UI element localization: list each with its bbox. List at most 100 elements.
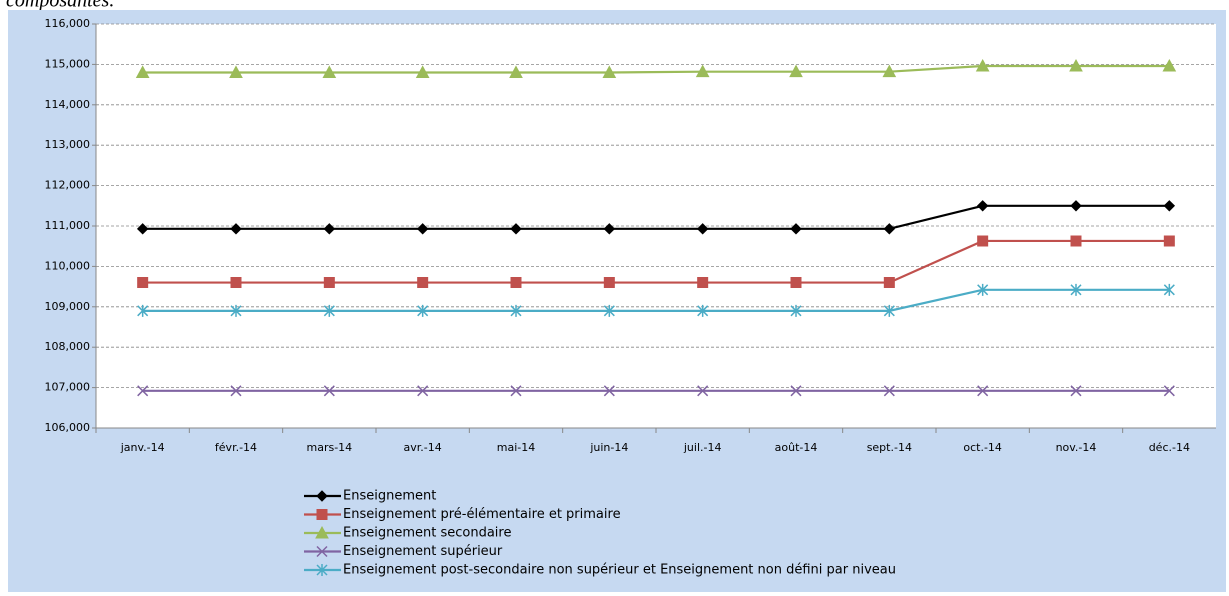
y-tick-label: 112,000 <box>45 179 91 192</box>
marker <box>136 223 149 235</box>
marker <box>696 223 709 235</box>
x-tick-label: juin-14 <box>589 441 628 454</box>
marker <box>323 304 335 317</box>
marker <box>316 564 328 576</box>
marker <box>316 545 328 558</box>
marker <box>695 64 710 78</box>
marker <box>415 65 430 78</box>
legend-label: Enseignement secondaire <box>343 526 511 541</box>
marker <box>602 65 617 78</box>
marker <box>1070 235 1082 247</box>
marker <box>603 277 615 289</box>
marker <box>790 385 802 397</box>
marker <box>790 277 802 289</box>
marker <box>977 283 989 296</box>
marker <box>417 385 429 397</box>
marker <box>510 223 522 235</box>
marker <box>603 223 616 235</box>
y-tick-label: 110,000 <box>45 259 91 272</box>
x-tick-label: mars-14 <box>306 441 352 454</box>
marker <box>416 223 429 235</box>
x-tick-label: oct.-14 <box>963 441 1002 454</box>
marker <box>417 277 429 289</box>
marker <box>509 65 523 78</box>
marker <box>323 277 335 289</box>
y-tick-label: 108,000 <box>45 340 91 353</box>
marker <box>1070 200 1082 212</box>
marker <box>137 277 149 289</box>
marker <box>510 304 522 317</box>
marker <box>316 490 328 502</box>
x-tick-label: sept.-14 <box>867 441 912 454</box>
series-line <box>142 239 1170 284</box>
marker <box>417 304 429 317</box>
legend-label: Enseignement pré-élémentaire et primaire <box>343 507 621 522</box>
y-tick-label: 109,000 <box>45 300 91 313</box>
marker <box>135 65 150 78</box>
marker <box>977 385 989 397</box>
marker <box>137 385 149 397</box>
marker <box>1162 58 1177 72</box>
marker <box>316 509 328 520</box>
y-tick-label: 111,000 <box>45 219 91 232</box>
y-tick-label: 116,000 <box>45 17 91 30</box>
marker <box>1070 283 1082 296</box>
y-tick-label: 114,000 <box>45 98 91 111</box>
marker <box>603 304 615 317</box>
marker <box>697 385 709 397</box>
x-tick-label: févr.-14 <box>215 441 257 454</box>
marker <box>883 385 895 397</box>
marker <box>789 64 803 78</box>
marker <box>603 385 615 397</box>
marker <box>230 223 242 235</box>
marker <box>315 525 329 539</box>
marker <box>323 223 336 235</box>
marker <box>510 277 522 289</box>
marker <box>229 65 243 78</box>
marker <box>1163 283 1175 296</box>
x-tick-label: mai-14 <box>497 441 535 454</box>
marker <box>230 277 242 289</box>
marker <box>975 58 990 72</box>
marker <box>230 385 242 397</box>
marker <box>697 277 709 289</box>
marker <box>322 65 337 78</box>
marker <box>883 304 895 317</box>
marker <box>137 304 149 317</box>
marker <box>323 385 335 397</box>
marker <box>1163 235 1175 247</box>
y-tick-label: 113,000 <box>45 138 91 151</box>
y-tick-label: 106,000 <box>45 421 91 434</box>
legend-label: Enseignement supérieur <box>343 544 503 559</box>
caption: composantes. <box>6 0 114 12</box>
x-tick-label: août-14 <box>775 441 818 454</box>
marker <box>230 304 242 317</box>
y-tick-label: 107,000 <box>45 381 91 394</box>
marker <box>510 385 522 397</box>
y-tick-label: 115,000 <box>45 57 91 70</box>
series-line <box>142 288 1170 312</box>
marker <box>790 223 802 235</box>
marker <box>977 235 989 247</box>
x-tick-label: déc.-14 <box>1149 441 1190 454</box>
series-line <box>142 64 1170 74</box>
x-tick-label: avr.-14 <box>404 441 442 454</box>
x-tick-label: juil.-14 <box>683 441 722 454</box>
marker <box>1163 385 1175 397</box>
legend-label: Enseignement post-secondaire non supérie… <box>343 563 896 578</box>
marker <box>882 64 897 78</box>
marker <box>790 304 802 317</box>
x-tick-label: janv.-14 <box>120 441 165 454</box>
marker <box>697 304 709 317</box>
series-line <box>142 204 1170 230</box>
marker <box>1070 385 1082 397</box>
legend-label: Enseignement <box>343 489 436 504</box>
marker <box>1069 58 1083 72</box>
marker <box>883 223 896 235</box>
marker <box>976 200 989 212</box>
marker <box>883 277 895 289</box>
x-tick-label: nov.-14 <box>1056 441 1097 454</box>
marker <box>1163 200 1176 212</box>
